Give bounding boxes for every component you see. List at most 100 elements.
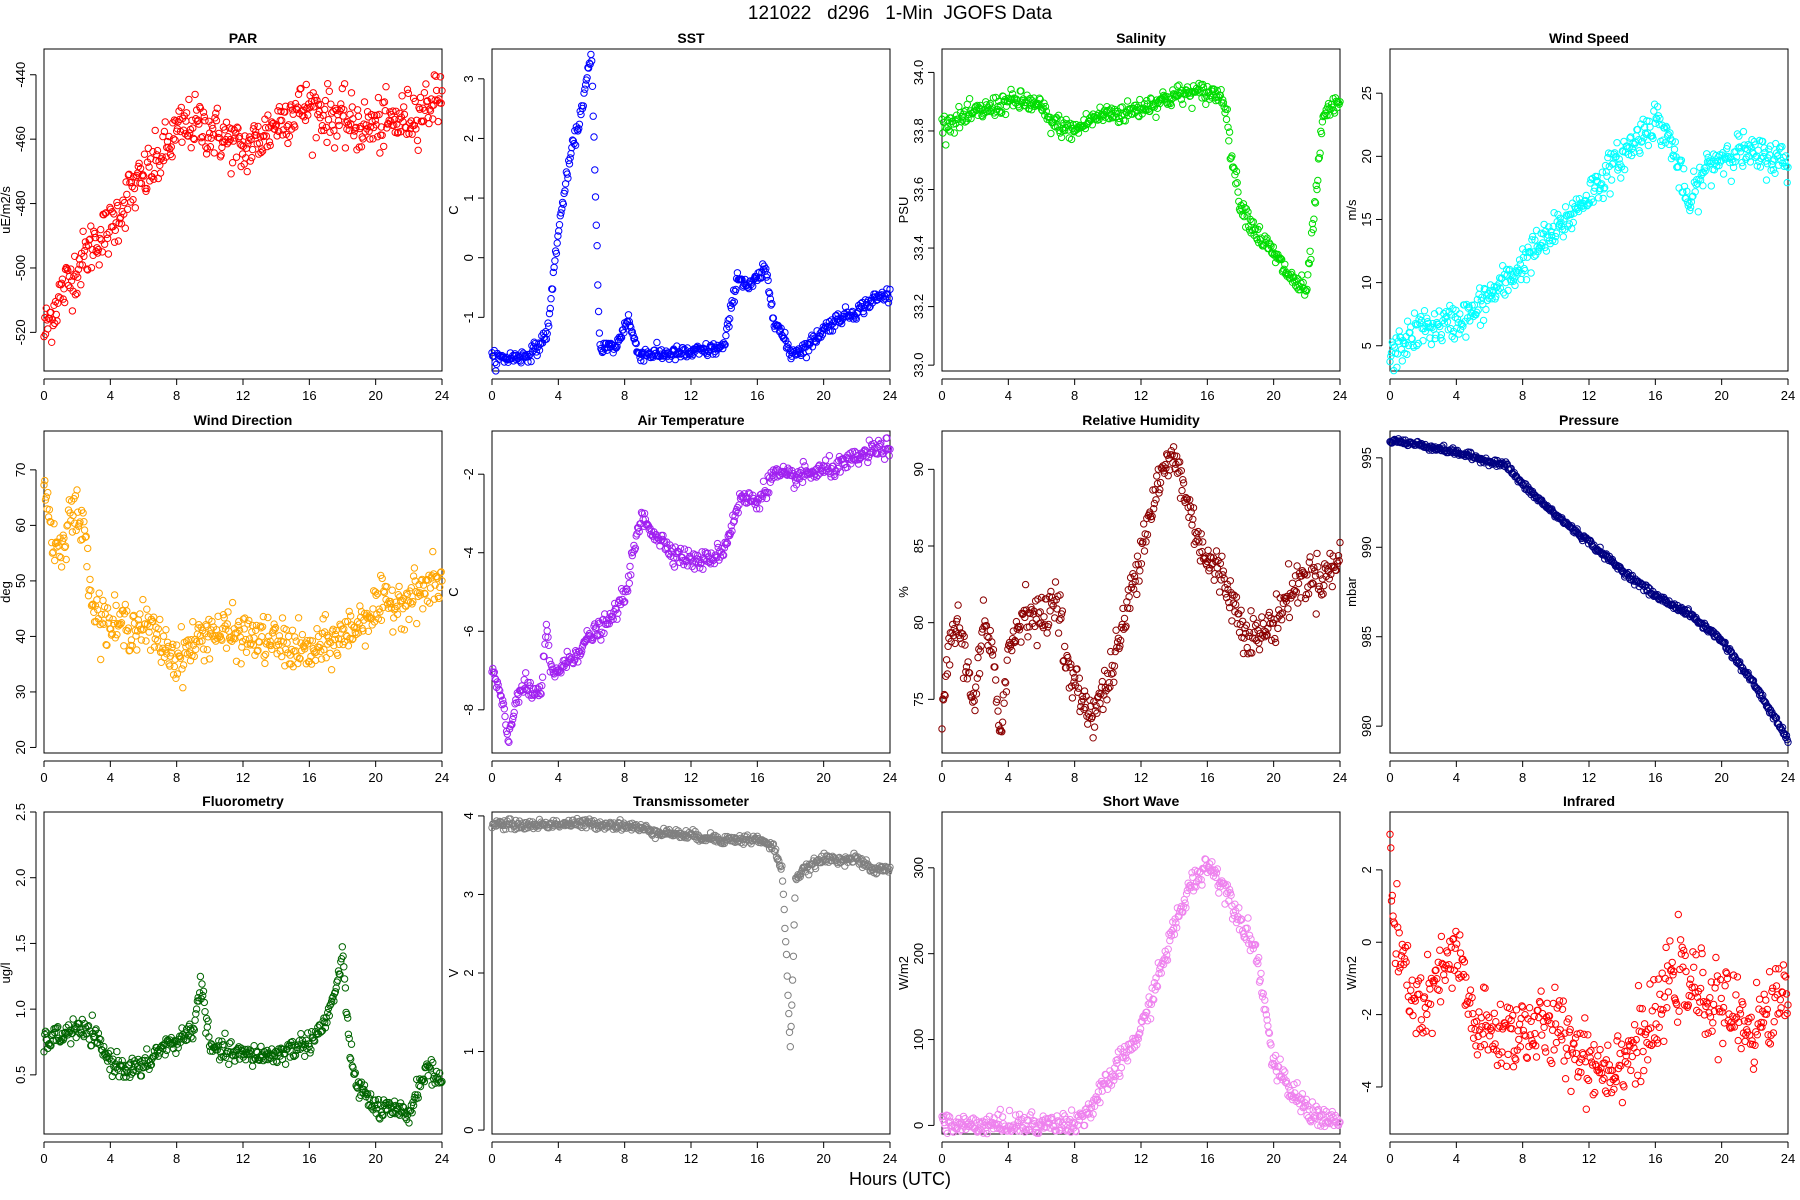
data-point xyxy=(42,493,50,501)
data-point xyxy=(182,109,191,117)
data-point xyxy=(599,347,607,356)
data-point xyxy=(228,598,237,607)
data-point xyxy=(217,635,225,643)
x-tick-label: 8 xyxy=(173,770,180,785)
data-point xyxy=(950,129,958,137)
data-point xyxy=(1668,137,1676,145)
data-point xyxy=(253,647,261,655)
data-point xyxy=(89,600,97,608)
data-point xyxy=(324,116,333,124)
data-point xyxy=(432,86,441,95)
data-point xyxy=(1719,170,1728,178)
data-point xyxy=(627,323,635,332)
data-point xyxy=(825,452,834,460)
data-point xyxy=(59,295,67,303)
data-point xyxy=(103,230,111,239)
data-point xyxy=(1611,153,1620,162)
data-point xyxy=(946,128,955,136)
data-point xyxy=(91,233,100,242)
data-point xyxy=(284,632,293,641)
data-point xyxy=(215,129,223,138)
data-point xyxy=(1199,83,1208,92)
data-point xyxy=(258,147,267,155)
data-point xyxy=(1106,106,1114,114)
data-point xyxy=(322,654,330,662)
data-point xyxy=(296,85,304,93)
data-point xyxy=(767,301,775,309)
data-point xyxy=(435,594,443,603)
data-point xyxy=(164,143,172,152)
x-tick-label: 24 xyxy=(1333,388,1347,403)
data-point xyxy=(61,542,70,550)
x-tick-label: 0 xyxy=(488,1151,495,1166)
data-point xyxy=(212,116,221,125)
y-tick-label: -6 xyxy=(461,625,476,637)
data-point xyxy=(1314,176,1322,185)
data-point xyxy=(1530,252,1538,261)
data-point xyxy=(1056,591,1064,599)
data-point xyxy=(1219,567,1228,575)
y-tick-label: 1.0 xyxy=(13,1000,28,1018)
data-point xyxy=(1310,215,1318,223)
data-point xyxy=(420,89,429,97)
x-tick-label: 12 xyxy=(1582,770,1596,785)
data-point xyxy=(100,240,109,248)
data-point xyxy=(1290,273,1298,281)
data-point xyxy=(375,110,383,119)
data-point xyxy=(175,652,183,660)
data-point xyxy=(206,143,215,151)
data-point xyxy=(371,116,379,125)
data-point xyxy=(93,244,101,252)
x-tick-label: 4 xyxy=(555,388,562,403)
data-point xyxy=(1692,181,1700,189)
data-point xyxy=(178,138,186,146)
data-point xyxy=(1541,243,1549,252)
data-point xyxy=(432,72,440,80)
data-point xyxy=(1499,289,1508,297)
data-point xyxy=(314,100,323,109)
data-point xyxy=(505,738,513,746)
data-point xyxy=(41,476,49,485)
data-point xyxy=(1769,157,1777,165)
data-point xyxy=(224,608,232,616)
data-point xyxy=(1404,341,1413,350)
data-point xyxy=(184,636,192,644)
data-point xyxy=(548,285,557,293)
data-point xyxy=(1047,129,1055,138)
y-tick-label: 3 xyxy=(461,75,476,82)
data-point xyxy=(164,642,172,651)
data-point xyxy=(1677,156,1686,165)
data-point xyxy=(1552,229,1561,237)
data-point xyxy=(346,110,354,119)
data-point xyxy=(128,183,136,191)
data-point xyxy=(644,349,653,358)
data-point xyxy=(769,314,778,322)
data-point xyxy=(974,653,982,662)
data-point xyxy=(1591,184,1599,192)
data-point xyxy=(1690,167,1698,175)
data-point xyxy=(393,610,402,618)
data-point xyxy=(143,605,151,613)
data-point xyxy=(232,153,241,161)
data-point xyxy=(189,124,197,132)
data-point xyxy=(166,662,174,670)
data-point xyxy=(954,601,962,609)
data-point xyxy=(76,261,84,269)
data-point xyxy=(110,210,118,218)
data-point xyxy=(1586,179,1594,187)
data-point xyxy=(67,1040,75,1048)
data-point xyxy=(436,569,445,577)
data-point xyxy=(1317,129,1326,138)
data-point xyxy=(1559,233,1568,241)
data-point xyxy=(426,599,434,607)
data-point xyxy=(186,657,195,665)
data-point xyxy=(1173,82,1182,90)
data-point xyxy=(70,272,78,280)
data-point xyxy=(812,338,821,346)
data-point xyxy=(1249,218,1258,226)
data-point xyxy=(1305,259,1314,268)
data-point xyxy=(381,107,389,115)
data-point xyxy=(311,656,320,665)
y-tick-label: -500 xyxy=(13,255,28,281)
data-point xyxy=(555,221,564,229)
